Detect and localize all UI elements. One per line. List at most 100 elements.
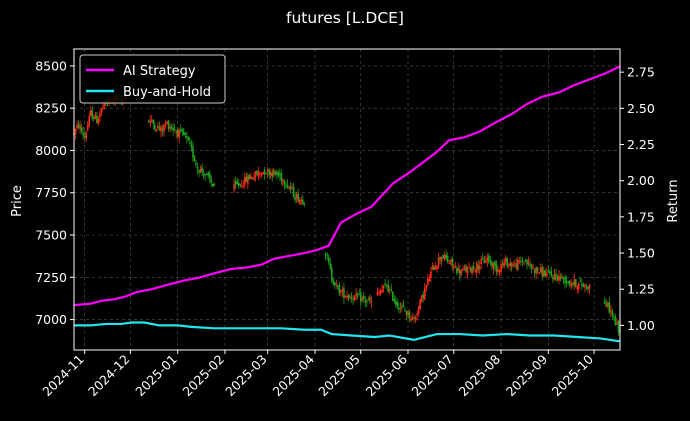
price-candle-body — [542, 270, 545, 277]
price-candle-body — [395, 300, 397, 305]
price-candle-body — [189, 141, 191, 144]
price-candle-body — [527, 261, 530, 264]
price-candle-body — [416, 313, 418, 316]
price-candle-body — [260, 174, 263, 176]
price-candle-body — [459, 269, 461, 276]
price-candle-body — [422, 294, 425, 298]
price-candle-body — [378, 292, 380, 294]
price-candle-body — [431, 265, 434, 270]
price-candle-body — [233, 183, 235, 190]
price-candle-body — [366, 301, 368, 303]
price-candle-body — [207, 173, 210, 176]
price-candle-body — [513, 263, 516, 265]
price-candle-body — [545, 272, 548, 277]
price-candle-body — [76, 125, 78, 129]
price-candle-body — [494, 260, 496, 267]
price-candle-body — [452, 265, 455, 268]
price-candle-body — [208, 172, 211, 180]
price-candle-body — [333, 282, 336, 286]
price-candle-body — [97, 118, 100, 125]
right-tick-label: 1.75 — [627, 209, 655, 224]
price-candle-body — [186, 135, 188, 138]
price-candle-body — [434, 266, 437, 270]
price-candle-body — [364, 300, 367, 302]
price-candle-body — [344, 296, 347, 298]
price-candle-body — [539, 267, 542, 272]
price-candle-body — [390, 289, 393, 291]
price-candle-body — [581, 283, 583, 286]
price-candle-body — [158, 127, 161, 130]
price-candle-body — [254, 171, 257, 178]
price-candle-body — [265, 172, 267, 174]
price-candle-body — [489, 261, 492, 263]
price-candle-body — [283, 180, 286, 185]
price-candle-body — [465, 265, 467, 272]
price-candle-body — [475, 262, 478, 273]
price-candle-body — [398, 307, 400, 310]
price-candle-body — [247, 175, 249, 185]
price-candle-body — [547, 270, 550, 272]
price-candle-body — [201, 167, 203, 172]
price-candle-body — [495, 263, 498, 273]
price-candle-body — [347, 295, 350, 298]
price-candle-body — [349, 296, 351, 298]
price-candle-body — [507, 263, 510, 265]
price-candle-body — [245, 177, 248, 182]
price-candle-body — [286, 184, 289, 187]
price-candle-body — [289, 186, 292, 190]
chart-title: futures [L.DCE] — [286, 9, 404, 27]
price-candle-body — [396, 302, 399, 307]
price-candle-body — [413, 317, 415, 319]
price-candle-body — [454, 266, 457, 268]
price-candle-body — [93, 117, 95, 119]
left-axis-ticks: 7000 7250 7500 7750 8000 8250 8500 — [35, 58, 74, 327]
price-candle-body — [384, 283, 386, 285]
price-candle-body — [388, 289, 391, 291]
price-candle-body — [477, 265, 479, 270]
price-candle-body — [541, 266, 544, 276]
price-candle-body — [292, 186, 295, 198]
price-candle-body — [183, 131, 185, 136]
price-candle-body — [155, 129, 158, 132]
price-candle-body — [269, 172, 272, 176]
price-candle-body — [529, 263, 531, 266]
price-candle-body — [356, 295, 359, 297]
left-axis-label: Price — [10, 185, 25, 217]
price-candle-body — [248, 174, 251, 180]
price-candle-body — [350, 297, 353, 299]
right-tick-label: 1.50 — [627, 246, 655, 261]
price-candle-body — [195, 162, 197, 165]
price-candle-body — [147, 120, 150, 122]
price-candle-body — [262, 172, 264, 175]
price-candle-body — [181, 129, 184, 132]
price-candle-body — [157, 125, 159, 129]
price-candle-body — [515, 263, 518, 269]
price-candle-body — [567, 281, 569, 283]
price-candle-body — [616, 322, 618, 324]
price-candle-body — [579, 280, 582, 283]
price-candle-body — [376, 291, 379, 296]
price-candle-body — [271, 172, 274, 177]
price-candle-body — [427, 278, 429, 285]
right-tick-label: 2.75 — [627, 65, 655, 80]
price-candle-body — [613, 316, 615, 318]
price-candle-body — [492, 263, 495, 269]
price-candle-body — [474, 270, 476, 272]
price-candle-body — [79, 125, 81, 130]
price-candle-body — [506, 257, 508, 267]
price-candle-body — [498, 270, 501, 272]
price-candle-body — [425, 284, 428, 289]
price-candle-body — [401, 305, 403, 307]
price-candle-body — [468, 265, 470, 267]
price-candle-body — [343, 288, 345, 299]
price-candle-body — [564, 277, 566, 284]
price-candle-body — [184, 132, 187, 135]
price-candle-body — [449, 260, 452, 263]
price-candle-body — [367, 299, 370, 301]
price-candle-body — [277, 172, 280, 176]
price-candle-body — [446, 256, 449, 262]
price-candle-body — [176, 129, 179, 137]
price-candle-body — [408, 311, 411, 319]
price-candle-body — [361, 297, 364, 301]
price-candle-body — [175, 131, 177, 133]
